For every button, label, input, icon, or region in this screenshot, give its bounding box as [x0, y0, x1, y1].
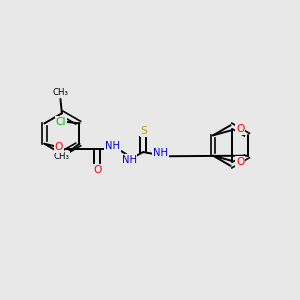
- Text: NH: NH: [153, 148, 168, 158]
- Text: S: S: [141, 126, 148, 136]
- Text: O: O: [93, 165, 101, 175]
- Text: CH₃: CH₃: [52, 88, 68, 98]
- Text: CH₃: CH₃: [54, 152, 70, 161]
- Text: NH: NH: [105, 141, 120, 151]
- Text: O: O: [55, 142, 63, 152]
- Text: NH: NH: [122, 155, 136, 165]
- Text: O: O: [236, 124, 244, 134]
- Text: Cl: Cl: [56, 117, 66, 127]
- Text: O: O: [236, 157, 244, 167]
